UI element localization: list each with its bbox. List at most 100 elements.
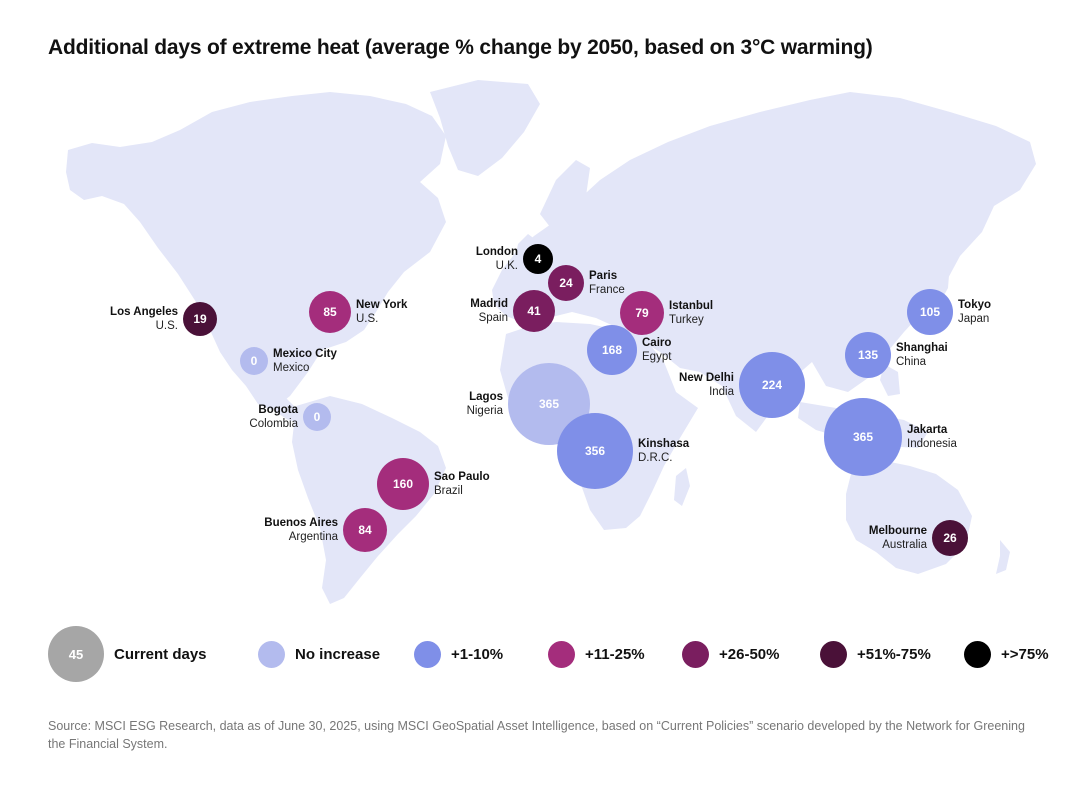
country-name-mexico-city: Mexico [273,362,310,374]
bubble-istanbul: 79 [620,291,664,335]
bubble-london: 4 [523,244,553,274]
bubble-value-cairo: 168 [601,343,623,357]
bubble-value-los-angeles: 19 [193,312,207,326]
label-los-angeles: Los Angeles U.S. [110,305,178,333]
country-name-shanghai: China [896,356,927,368]
legend-item-plus-51-75: +51%-75% [820,641,931,668]
bubble-value-buenos-aires: 84 [358,523,372,537]
land-masses [66,80,1036,604]
city-name-kinshasa: Kinshasa [638,438,690,450]
bubble-buenos-aires: 84 [343,508,387,552]
bubble-paris: 24 [548,265,584,301]
bubble-kinshasa: 356 [557,413,633,489]
city-name-cairo: Cairo [642,337,672,349]
scandinavia-landmass [540,160,590,232]
label-shanghai: Shanghai China [896,341,948,369]
country-name-new-delhi: India [709,386,734,398]
legend-current-days: 45 Current days [48,626,207,682]
city-name-paris: Paris [589,270,618,282]
bubble-bogota: 0 [303,403,331,431]
label-tokyo: Tokyo Japan [958,298,991,326]
bubble-melbourne: 26 [932,520,968,556]
bubble-value-shanghai: 135 [857,348,879,362]
city-name-istanbul: Istanbul [669,300,714,312]
bubble-cairo: 168 [587,325,637,375]
bubble-shanghai: 135 [845,332,891,378]
country-name-new-york: U.S. [356,313,379,325]
bubble-value-new-delhi: 224 [761,378,783,392]
label-kinshasa: Kinshasa D.R.C. [638,437,689,465]
legend-item-plus-26-50: +26-50% [682,641,779,668]
legend-item-plus-1-10: +1-10% [414,641,503,668]
city-name-new-delhi: New Delhi [679,372,734,384]
legend-current-days-label: Current days [114,645,207,663]
legend-item-plus-75: +>75% [964,641,1049,668]
city-name-bogota: Bogota [258,404,298,416]
country-name-lagos: Nigeria [466,405,503,417]
bubble-value-tokyo: 105 [919,305,941,319]
legend-swatch-no-increase [258,641,285,668]
south-america-landmass [292,396,446,604]
country-name-sao-paulo: Brazil [434,485,463,497]
city-name-new-york: New York [356,299,408,311]
city-name-tokyo: Tokyo [958,299,992,311]
legend: 45 Current days No increase +1-10% +11-25%… [48,626,1058,682]
bubble-value-lagos: 365 [538,397,560,411]
north-america-landmass [66,92,446,410]
label-mexico-city: Mexico City Mexico [273,347,337,375]
bubble-sao-paulo: 160 [377,458,429,510]
legend-current-days-bubble: 45 [48,626,104,682]
label-buenos-aires: Buenos Aires Argentina [264,516,338,544]
label-sao-paulo: Sao Paulo Brazil [434,470,490,498]
chart-title: Additional days of extreme heat (average… [48,36,873,59]
label-melbourne: Melbourne Australia [869,524,927,552]
country-name-jakarta: Indonesia [907,438,957,450]
city-name-sao-paulo: Sao Paulo [434,471,490,483]
country-name-cairo: Egypt [642,351,672,363]
country-name-kinshasa: D.R.C. [638,452,673,464]
country-name-madrid: Spain [478,312,508,324]
central-america-landmass [272,398,300,422]
bubble-value-bogota: 0 [313,410,321,424]
city-name-los-angeles: Los Angeles [110,306,178,318]
bubble-value-mexico-city: 0 [250,354,258,368]
legend-current-days-value: 45 [68,646,84,662]
label-bogota: Bogota Colombia [249,403,298,431]
bubble-value-sao-paulo: 160 [392,477,414,491]
greenland-landmass [430,80,540,176]
legend-swatch-plus-11-25 [548,641,575,668]
legend-label-plus-75: +>75% [1001,646,1049,663]
bubble-value-istanbul: 79 [635,306,649,320]
bubble-jakarta: 365 [824,398,902,476]
label-new-york: New York U.S. [356,298,407,326]
new-zealand-landmass [996,540,1010,574]
bubble-value-london: 4 [534,252,542,266]
city-name-melbourne: Melbourne [868,525,927,537]
legend-item-plus-11-25: +11-25% [548,641,645,668]
bubble-tokyo: 105 [907,289,953,335]
country-name-melbourne: Australia [882,539,927,551]
legend-swatch-plus-51-75 [820,641,847,668]
bubble-value-kinshasa: 356 [584,444,606,458]
city-name-mexico-city: Mexico City [273,348,337,360]
bubble-value-jakarta: 365 [852,430,874,444]
legend-swatch-plus-75 [964,641,991,668]
country-name-london: U.K. [495,260,518,272]
legend-swatch-plus-26-50 [682,641,709,668]
city-name-shanghai: Shanghai [896,342,948,354]
bubble-new-york: 85 [309,291,351,333]
city-name-jakarta: Jakarta [907,424,948,436]
source-note: Source: MSCI ESG Research, data as of Ju… [48,719,1025,751]
legend-label-plus-26-50: +26-50% [719,646,780,663]
country-name-los-angeles: U.S. [155,320,178,332]
bubble-mexico-city: 0 [240,347,268,375]
city-name-london: London [475,246,518,258]
bubble-value-melbourne: 26 [943,531,957,545]
bubble-new-delhi: 224 [739,352,805,418]
country-name-bogota: Colombia [249,418,298,430]
legend-label-plus-11-25: +11-25% [585,646,645,663]
country-name-istanbul: Turkey [669,314,704,326]
bubble-value-new-york: 85 [323,305,337,319]
legend-item-no-increase: No increase [258,641,380,668]
